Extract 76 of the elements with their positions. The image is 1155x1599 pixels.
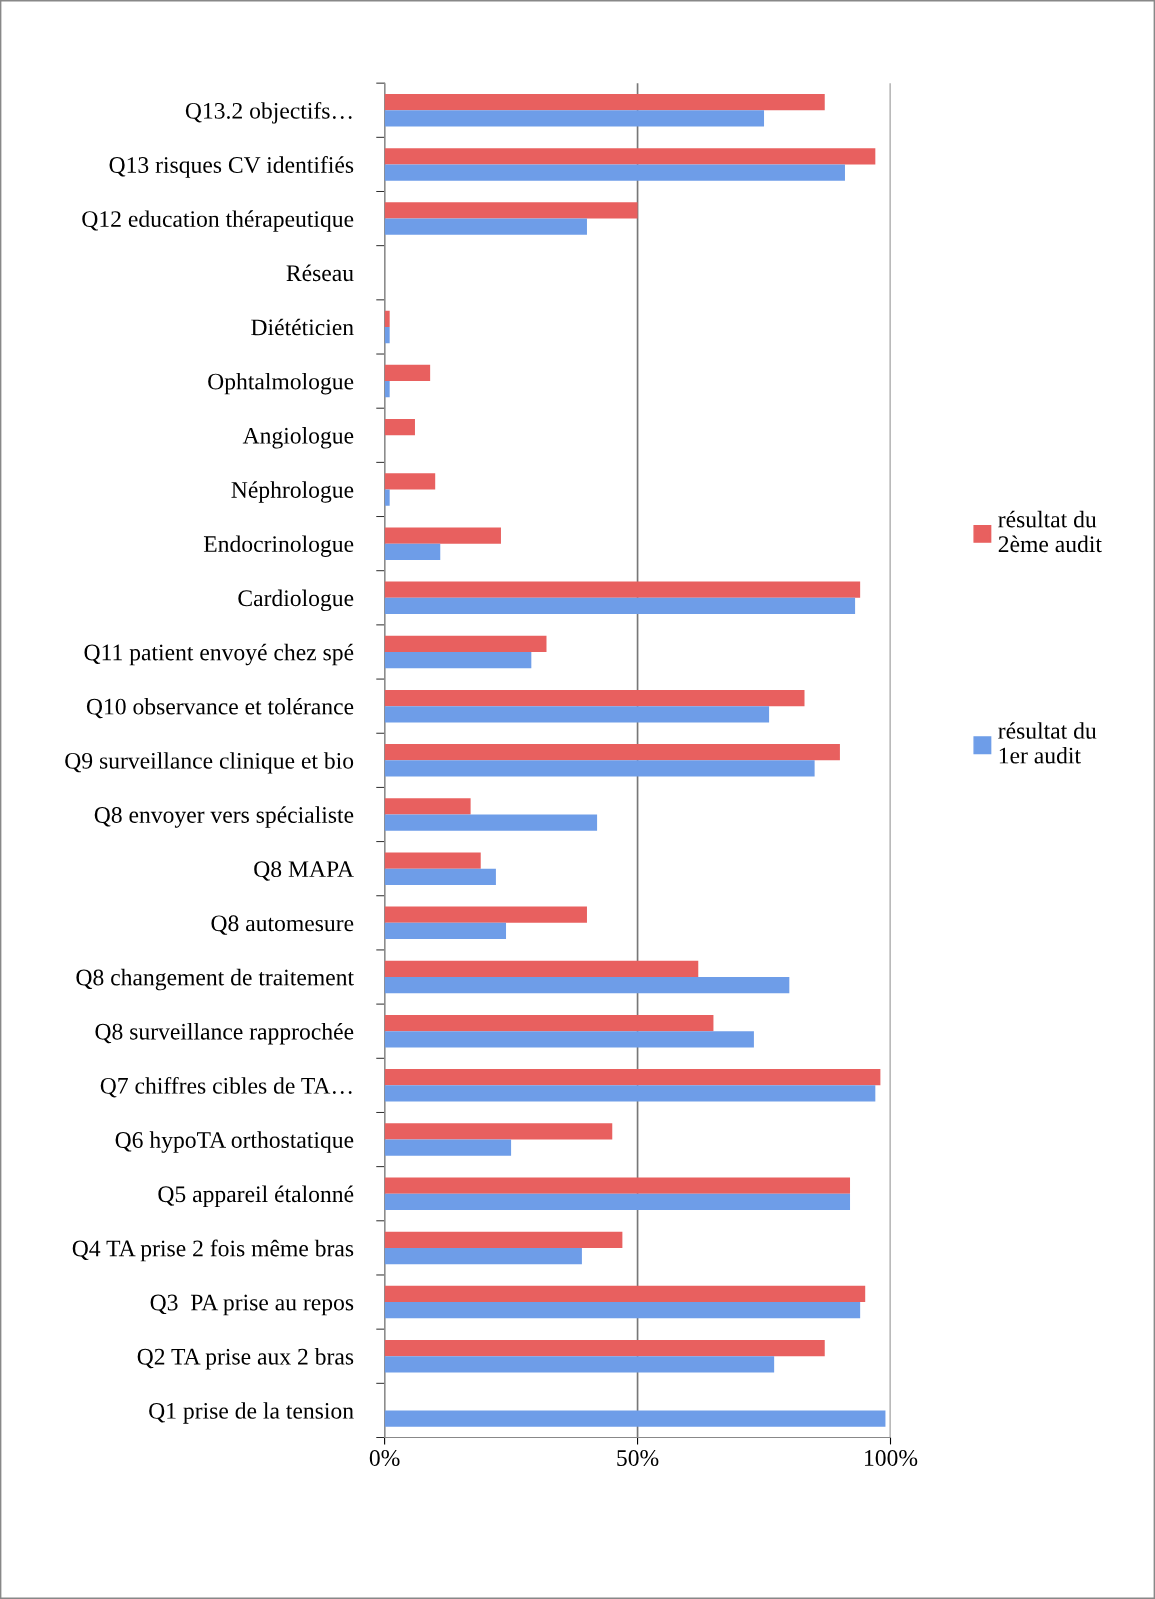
bar: [384, 543, 441, 560]
bar: [384, 1356, 775, 1373]
bar: [384, 381, 390, 398]
bar: [384, 364, 431, 382]
x-tick-label: 50%: [617, 1449, 659, 1466]
bar: [384, 1410, 886, 1427]
bar: [384, 1085, 876, 1102]
bar: [384, 906, 587, 923]
bar: [384, 581, 861, 598]
bar: [384, 635, 547, 652]
bar: [384, 419, 415, 436]
y-tick-label: Q8 surveillance rapprochée: [95, 1022, 354, 1045]
bar: [384, 597, 856, 615]
bar: [384, 1031, 754, 1048]
bar: [384, 310, 390, 327]
bar: [384, 148, 876, 165]
bar: [384, 164, 845, 181]
bar: [384, 93, 825, 111]
y-tick-label: Néphrologue: [231, 481, 354, 503]
y-tick-label: Q9 surveillance clinique et bio: [65, 752, 354, 774]
bar: [384, 1302, 861, 1319]
bar: [384, 922, 507, 940]
bar: [384, 852, 481, 869]
bar: [384, 527, 501, 544]
y-tick-label: Q13 risques CV identifiés: [109, 156, 354, 178]
bar: [384, 960, 699, 978]
y-tick-label: Ophtalmologue: [208, 372, 354, 395]
bar: [384, 1139, 512, 1156]
x-tick-label: 0%: [369, 1449, 400, 1466]
y-tick-label: Q3 PA prise au repos: [150, 1294, 354, 1316]
bar: [384, 706, 770, 723]
y-tick-label: Endocrinologue: [203, 535, 354, 557]
y-tick-label: Q4 TA prise 2 fois même bras: [72, 1239, 354, 1262]
bar: [384, 110, 765, 127]
y-tick-label: Q13.2 objectifs…: [185, 101, 352, 124]
bar: [384, 1069, 881, 1086]
y-tick-label: Q2 TA prise aux 2 bras: [137, 1348, 354, 1370]
bar: [384, 760, 815, 777]
y-tick-label: Réseau: [286, 264, 354, 282]
y-tick-label: Q6 hypoTA orthostatique: [115, 1131, 354, 1153]
y-tick-label: Q1 prise de la tension: [149, 1402, 354, 1424]
bar: [384, 202, 638, 219]
y-tick-label: Diététicien: [251, 318, 354, 336]
y-tick-label: Q10 observance et tolérance: [86, 697, 354, 719]
bar: [384, 1193, 851, 1210]
legend-label: résultat du 1er audit: [998, 722, 1097, 764]
bar: [384, 814, 598, 831]
bar: [384, 744, 840, 761]
y-tick-label: Cardiologue: [238, 589, 354, 612]
y-tick-label: Q8 envoyer vers spécialiste: [94, 806, 354, 828]
bar: [384, 868, 496, 885]
bar: [384, 1231, 623, 1248]
bar: [384, 651, 532, 669]
bar: [384, 1123, 613, 1140]
bar: [384, 489, 390, 506]
y-tick-label: Q11 patient envoyé chez spé: [84, 643, 354, 666]
y-tick-label: Angiologue: [242, 427, 354, 449]
y-tick-label: Q8 changement de traitement: [76, 968, 354, 991]
y-tick-label: Q12 education thérapeutique: [82, 210, 354, 232]
bar: [384, 1177, 851, 1194]
bar: [384, 689, 805, 707]
bar: [384, 798, 471, 815]
x-tick-label: 100%: [865, 1449, 918, 1466]
bar: [384, 1247, 582, 1265]
legend-label: résultat du 2ème audit: [998, 510, 1102, 553]
bar: [384, 218, 587, 235]
y-tick-label: Q5 appareil étalonné: [158, 1185, 354, 1207]
y-tick-label: Q7 chiffres cibles de TA…: [100, 1076, 352, 1098]
y-tick-label: Q8 automesure: [211, 915, 354, 935]
bar: [384, 1339, 825, 1357]
bar: [384, 1285, 866, 1303]
y-tick-label: Q8 MAPA: [254, 861, 354, 881]
bar: [384, 1014, 714, 1032]
bar: [384, 326, 390, 344]
bar: [384, 977, 790, 994]
bar: [384, 473, 436, 490]
